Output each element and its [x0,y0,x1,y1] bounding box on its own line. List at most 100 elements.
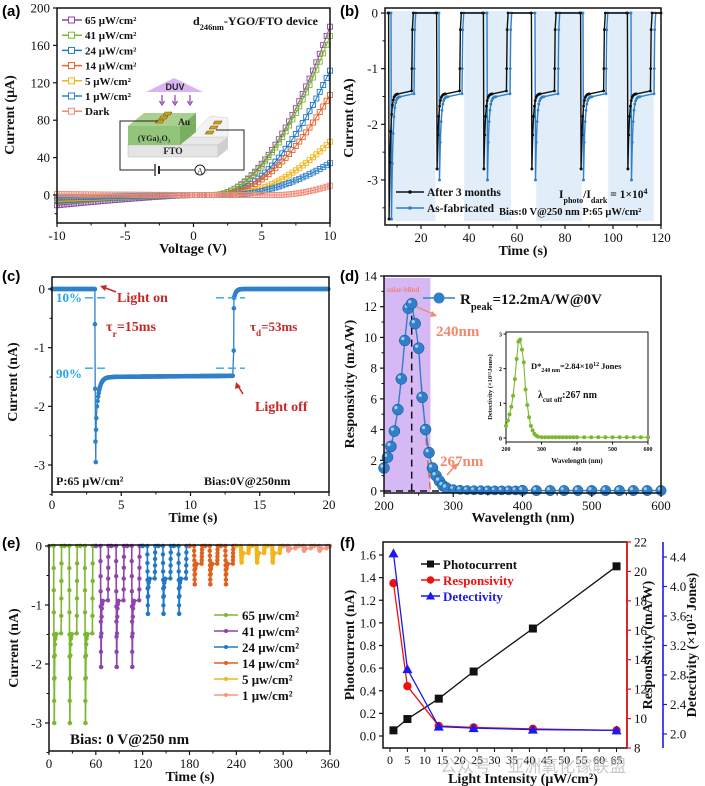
y-tick-label: 120 [31,75,51,90]
legend-label: 24 μW/cm² [85,45,137,57]
data-point [113,558,119,564]
y-tick-label: 0 [371,484,378,499]
data-point [272,184,279,191]
data-point [98,664,104,670]
data-point [296,175,303,182]
peak-wavelength-label: 240nm [436,324,480,340]
y-tick-label: 18 [634,593,647,608]
data-point [251,170,258,176]
data-point [511,393,516,398]
data-point [200,192,207,198]
data-point [539,435,544,440]
data-point [519,347,524,352]
plot-frame [51,276,330,493]
data-point [51,698,57,704]
data-point [390,162,394,166]
data-point [215,547,220,552]
series-14wcm [187,543,239,587]
data-point-highlight [602,487,606,491]
data-point [129,589,135,594]
data-point [105,576,111,581]
data-point [215,557,220,563]
data-point [67,191,74,198]
responsivity-line [392,583,617,731]
data-point [129,574,135,579]
data-point [51,588,56,593]
data-point-highlight [421,425,426,430]
device-schematic-inset: DUV FTO (YGa)₂O₃ Au A [119,78,245,176]
panel-e-intensity-switching: 0 60 120 180 240 300 360 0 -1 -2 -3 Time (s) Current… [7,539,340,786]
y-tick-label: 80 [37,113,50,128]
data-point [508,67,512,71]
legend-marker [224,645,228,649]
responsivity-axis-label: Responsivity (mA/W) [641,580,656,709]
circuit-wire-right [205,129,245,171]
data-point [438,178,441,182]
data-point [121,587,126,592]
data-point [159,191,166,198]
data-point [583,120,587,124]
panel-label-c: (c) [2,268,20,285]
x-tick-label: 60 [511,230,524,245]
data-point [313,66,320,73]
data-point [152,569,158,575]
data-point [152,563,158,568]
data-point [292,177,299,184]
data-point [582,140,586,144]
legend-label: 14 μW/cm² [85,61,137,73]
y-tick-label: 160 [31,38,51,53]
data-point [564,435,569,440]
data-point-highlight [450,486,454,489]
data-point [410,28,414,32]
x-tick-label: 55 [576,753,588,767]
data-point [320,184,327,191]
x-tick-label: 0 [190,228,197,243]
data-point [132,191,139,198]
y-tick-label: 0 [36,539,43,554]
rise-time-label-part: r [112,329,117,340]
y-tick-label: 0.6 [360,661,377,676]
data-point [184,550,189,555]
data-point [292,131,299,137]
data-point-highlight [397,375,402,379]
legend-label: 1 μW/cm² [85,91,132,103]
series-24wcm [140,543,192,617]
data-point [269,149,275,156]
data-point [646,435,650,440]
data-point [652,67,656,71]
data-point [114,589,119,594]
au-electrode [204,130,215,135]
y-tick-label: 8 [634,741,641,756]
data-point [287,546,293,551]
data-point [59,613,64,619]
data-point [199,557,204,563]
data-point-highlight [411,320,415,324]
data-point [289,178,296,185]
data-point [146,584,151,590]
data-point [631,435,636,440]
y-tick-label: 1.4 [360,570,377,585]
data-point [303,114,310,121]
y-tick-label: 1.0 [360,615,376,630]
data-point [313,59,320,66]
data-point [604,67,608,71]
panel-d-responsivity: solar-blindRpeak=12.2mA/W@0V240nm267nm20… [343,269,671,527]
data-point [316,109,323,115]
peak-responsivity-label-part: R [460,292,471,308]
au-electrode [208,125,219,130]
data-point-highlight [401,336,405,341]
data-point [71,194,78,201]
data-point [184,563,189,568]
data-point [435,11,438,15]
x-axis-label: Time (s) [498,244,547,259]
y-tick-label: 1.2 [360,593,376,608]
data-point [99,614,104,619]
data-point [92,286,98,292]
y-tick-label: 0.0 [360,729,376,744]
data-point [628,114,631,118]
data-point [303,188,310,195]
data-point [390,113,393,116]
data-point [153,191,159,198]
data-point [105,598,111,603]
data-point [137,576,142,581]
